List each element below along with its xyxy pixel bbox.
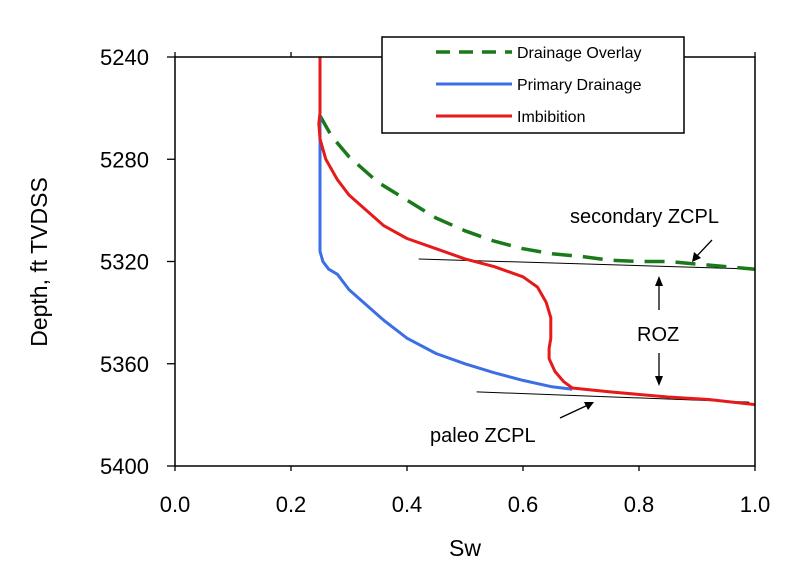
annotations: secondary ZCPL ROZ paleo ZCPL — [430, 206, 719, 447]
roz-arrow-up-head — [655, 276, 663, 286]
x-tick-label: 0.0 — [160, 492, 191, 517]
x-axis-ticks: 0.0 0.2 0.4 0.6 0.8 1.0 — [160, 52, 771, 517]
x-tick-label: 0.6 — [508, 492, 539, 517]
y-tick-label: 5280 — [100, 147, 149, 172]
y-axis-ticks: 5240 5280 5320 5360 5400 — [100, 45, 175, 479]
secondary-zcpl-arrow-head — [692, 252, 701, 262]
legend-label-primary-drainage: Primary Drainage — [517, 77, 642, 94]
series-line-primary-drainage — [318, 115, 573, 391]
series-line-imbibition — [317, 57, 756, 407]
y-tick-label: 5400 — [100, 454, 149, 479]
x-tick-label: 0.8 — [624, 492, 655, 517]
paleo-zcpl-arrow-head — [584, 402, 594, 410]
x-tick-label: 1.0 — [740, 492, 771, 517]
y-tick-label: 5240 — [100, 45, 149, 70]
legend-label-drainage-overlay: Drainage Overlay — [517, 45, 642, 62]
series-line-drainage-overlay — [318, 114, 756, 271]
x-tick-label: 0.2 — [276, 492, 307, 517]
series-layer — [317, 57, 756, 407]
secondary-zcpl-arrow-shaft — [694, 239, 713, 259]
annotation-roz: ROZ — [637, 324, 679, 346]
y-tick-label: 5320 — [100, 250, 149, 275]
plot-area: 0.0 0.2 0.4 0.6 0.8 1.0 5240 5280 5320 5360 5400 — [100, 45, 770, 517]
legend-box — [381, 36, 685, 134]
legend: Drainage Overlay Primary Drainage Imbibi… — [381, 36, 685, 134]
x-tick-label: 0.4 — [392, 492, 423, 517]
y-tick-label: 5360 — [100, 352, 149, 377]
annotation-paleo-zcpl: paleo ZCPL — [430, 425, 536, 447]
annotation-secondary-zcpl: secondary ZCPL — [570, 206, 719, 228]
roz-arrow-down-head — [655, 376, 663, 386]
legend-label-imbibition: Imbibition — [517, 109, 585, 126]
x-axis-label: Sw — [449, 535, 481, 561]
y-axis-label: Depth, ft TVDSS — [26, 177, 52, 347]
paleo-zcpl-arrow-shaft — [559, 404, 589, 419]
